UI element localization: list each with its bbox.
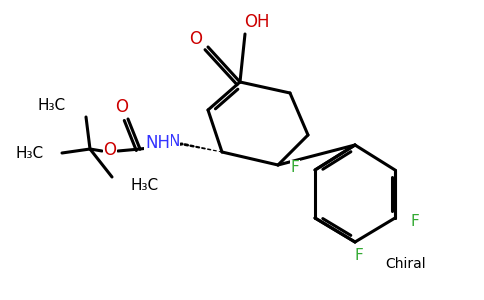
Text: H₃C: H₃C — [16, 146, 44, 161]
Text: O: O — [116, 98, 128, 116]
Text: Chiral: Chiral — [385, 257, 425, 271]
Text: H₃C: H₃C — [38, 98, 66, 112]
Text: H₃C: H₃C — [130, 178, 158, 193]
Text: N: N — [168, 134, 180, 149]
Text: F: F — [410, 214, 419, 230]
Text: OH: OH — [244, 13, 270, 31]
Text: F: F — [355, 248, 363, 263]
Text: O: O — [190, 30, 202, 48]
Text: O: O — [104, 141, 117, 159]
Text: H: H — [160, 134, 172, 149]
Text: F: F — [290, 160, 300, 175]
Text: NH: NH — [145, 134, 170, 152]
